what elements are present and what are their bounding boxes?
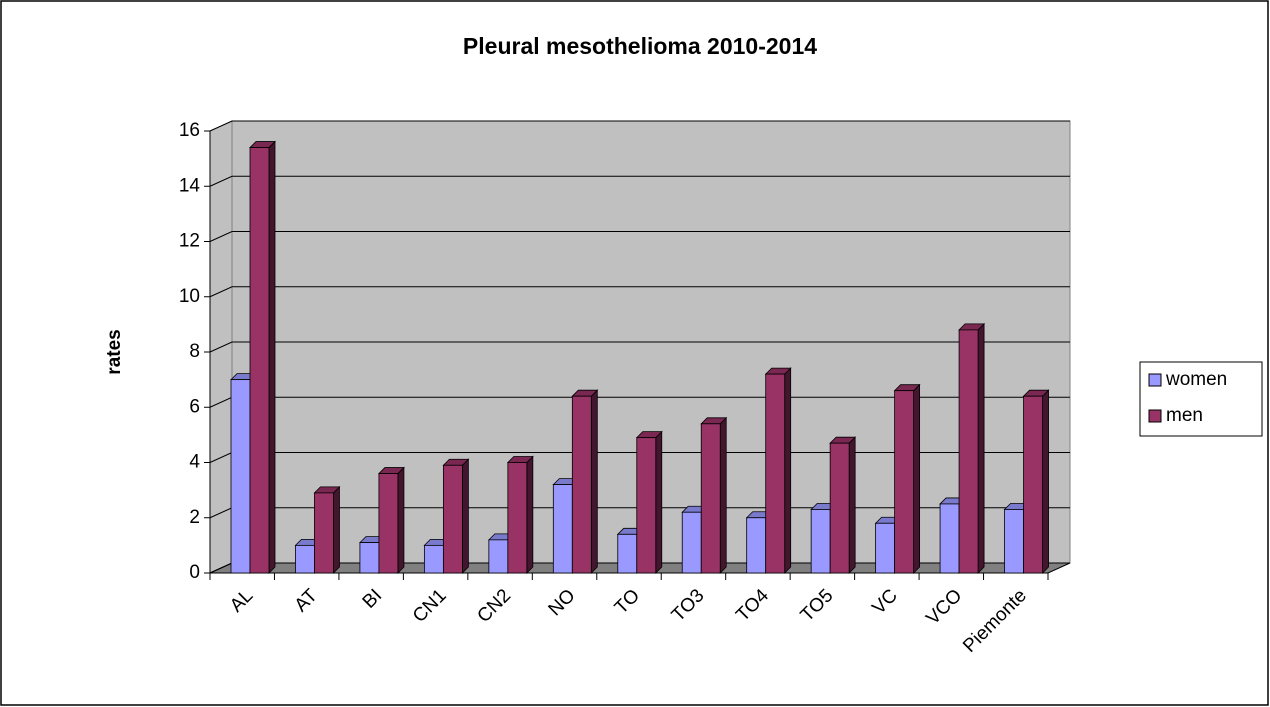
bar	[1004, 509, 1024, 574]
bar	[617, 533, 638, 574]
bar-side	[590, 389, 598, 574]
legend-label: women	[1165, 369, 1227, 390]
bar	[894, 390, 915, 574]
bar	[378, 473, 399, 574]
legend-label: men	[1166, 405, 1203, 426]
y-tick-label: 4	[189, 452, 200, 473]
grid-line	[209, 286, 1070, 298]
bar	[939, 503, 960, 574]
bar-side	[719, 416, 727, 574]
bar-side	[977, 322, 985, 574]
y-axis-label: rates	[104, 329, 125, 374]
bar	[442, 464, 463, 574]
bar	[249, 147, 270, 574]
bar-side	[1042, 389, 1049, 574]
bar	[314, 492, 334, 574]
bar	[746, 517, 767, 574]
grid-line	[209, 231, 1070, 242]
bar	[958, 329, 979, 574]
bar	[636, 437, 657, 574]
bar	[875, 522, 896, 574]
bar	[571, 395, 592, 574]
bar-side	[526, 455, 534, 574]
y-tick-label: 0	[189, 562, 200, 583]
bar	[552, 484, 573, 574]
bar-side	[848, 436, 856, 574]
bar-side	[397, 466, 405, 574]
bar	[765, 373, 786, 574]
chart-title: Pleural mesothelioma 2010-2014	[463, 33, 817, 59]
bar-side	[655, 430, 663, 574]
grid-line	[209, 120, 1070, 132]
bar	[488, 539, 509, 574]
legend-swatch	[1148, 373, 1162, 387]
y-tick-label: 6	[189, 396, 200, 417]
y-tick-label: 8	[189, 341, 200, 362]
legend-swatch	[1148, 409, 1162, 423]
bar-side	[333, 485, 340, 574]
bar	[1023, 395, 1043, 574]
bar-side	[913, 383, 921, 574]
y-tick-label: 10	[179, 286, 200, 307]
y-tick-label: 2	[189, 507, 200, 528]
bar-side	[461, 458, 469, 574]
bar-side	[268, 140, 276, 574]
bar	[423, 544, 444, 574]
y-tick-label: 16	[179, 120, 200, 141]
grid-line	[209, 175, 1070, 187]
y-tick-label: 12	[179, 231, 200, 252]
grid-line	[209, 341, 1070, 353]
bar	[507, 462, 528, 574]
bar-side	[784, 367, 792, 574]
y-tick-label: 14	[179, 175, 201, 196]
bar	[681, 511, 702, 574]
bar	[810, 509, 831, 574]
bar	[359, 542, 380, 574]
bar	[829, 442, 850, 574]
bar	[700, 423, 721, 574]
bar	[295, 544, 315, 574]
bar	[230, 379, 251, 574]
